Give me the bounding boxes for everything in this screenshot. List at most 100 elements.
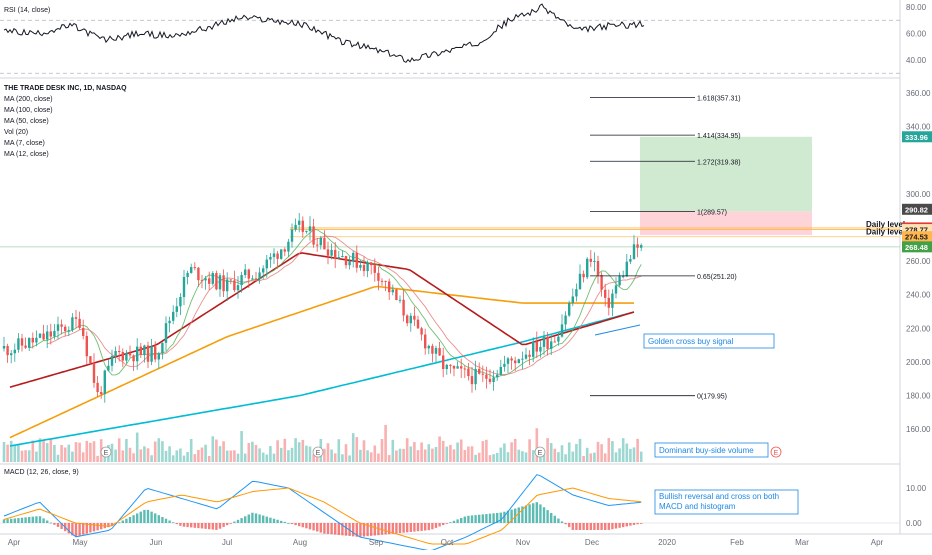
candle-body[interactable] bbox=[208, 278, 211, 284]
candle-body[interactable] bbox=[326, 249, 330, 256]
candle-body[interactable] bbox=[186, 272, 189, 278]
candle-body[interactable] bbox=[287, 241, 290, 252]
candle-body[interactable] bbox=[143, 345, 146, 355]
candle-body[interactable] bbox=[449, 364, 452, 366]
candle-body[interactable] bbox=[337, 257, 340, 259]
candle-body[interactable] bbox=[110, 355, 114, 366]
candle-body[interactable] bbox=[398, 299, 402, 301]
candle-body[interactable] bbox=[442, 355, 445, 370]
candle-body[interactable] bbox=[334, 249, 337, 259]
candle-body[interactable] bbox=[348, 260, 351, 266]
candle-body[interactable] bbox=[600, 275, 603, 290]
candle-body[interactable] bbox=[269, 256, 272, 260]
candle-body[interactable] bbox=[200, 280, 204, 282]
candle-body[interactable] bbox=[499, 366, 502, 375]
candle-body[interactable] bbox=[622, 276, 625, 278]
fibonacci-levels[interactable]: 1.618(357.31) 1.414(334.95) 1.272(319.38) 1… bbox=[590, 96, 741, 401]
candle-body[interactable] bbox=[89, 356, 92, 363]
candle-body[interactable] bbox=[31, 337, 34, 343]
candle-body[interactable] bbox=[244, 269, 247, 276]
candle-body[interactable] bbox=[578, 273, 582, 290]
candle-body[interactable] bbox=[85, 335, 88, 357]
candle-body[interactable] bbox=[251, 278, 254, 280]
candle-body[interactable] bbox=[503, 363, 506, 367]
candle-body[interactable] bbox=[377, 272, 380, 281]
candle-body[interactable] bbox=[139, 346, 142, 355]
candle-body[interactable] bbox=[103, 370, 106, 395]
candle-body[interactable] bbox=[532, 341, 535, 357]
candle-body[interactable] bbox=[24, 345, 27, 348]
candle-body[interactable] bbox=[607, 297, 610, 308]
candles[interactable] bbox=[2, 212, 643, 403]
candle-body[interactable] bbox=[575, 289, 578, 297]
candle-body[interactable] bbox=[247, 269, 250, 279]
candle-body[interactable] bbox=[316, 244, 319, 246]
candle-body[interactable] bbox=[236, 285, 240, 291]
candle-body[interactable] bbox=[528, 354, 531, 357]
candle-body[interactable] bbox=[60, 324, 63, 327]
candle-body[interactable] bbox=[506, 358, 510, 364]
candle-body[interactable] bbox=[226, 279, 229, 292]
candle-body[interactable] bbox=[305, 230, 308, 232]
candle-body[interactable] bbox=[402, 299, 405, 316]
candle-body[interactable] bbox=[593, 260, 596, 262]
candle-body[interactable] bbox=[190, 267, 193, 273]
candle-body[interactable] bbox=[258, 272, 261, 279]
candle-body[interactable] bbox=[179, 296, 182, 307]
candle-body[interactable] bbox=[150, 346, 153, 362]
candle-body[interactable] bbox=[211, 273, 214, 284]
candle-body[interactable] bbox=[46, 331, 49, 340]
candle-body[interactable] bbox=[6, 345, 9, 356]
candle-body[interactable] bbox=[388, 281, 391, 293]
candle-body[interactable] bbox=[546, 337, 549, 349]
candle-body[interactable] bbox=[485, 374, 488, 379]
candle-body[interactable] bbox=[283, 249, 286, 252]
candle-body[interactable] bbox=[107, 365, 110, 371]
candle-body[interactable] bbox=[571, 296, 574, 303]
candle-body[interactable] bbox=[164, 323, 168, 343]
candle-body[interactable] bbox=[640, 245, 643, 248]
candle-body[interactable] bbox=[524, 354, 528, 359]
candle-body[interactable] bbox=[215, 273, 218, 290]
candle-body[interactable] bbox=[413, 315, 416, 320]
earnings-marker[interactable] bbox=[100, 446, 112, 458]
candle-body[interactable] bbox=[582, 273, 585, 278]
candle-body[interactable] bbox=[204, 278, 207, 281]
candle-body[interactable] bbox=[96, 382, 99, 393]
candle-body[interactable] bbox=[100, 392, 103, 395]
earnings-marker[interactable] bbox=[534, 446, 546, 458]
candle-body[interactable] bbox=[456, 366, 459, 369]
candle-body[interactable] bbox=[510, 358, 513, 361]
candle-body[interactable] bbox=[168, 320, 171, 324]
candle-body[interactable] bbox=[467, 368, 470, 377]
earnings-marker[interactable] bbox=[770, 446, 782, 458]
candle-body[interactable] bbox=[298, 220, 301, 225]
candle-body[interactable] bbox=[463, 368, 466, 370]
candle-body[interactable] bbox=[17, 338, 20, 350]
candle-body[interactable] bbox=[625, 261, 628, 277]
candle-body[interactable] bbox=[280, 249, 283, 259]
candle-body[interactable] bbox=[10, 353, 13, 356]
candle-body[interactable] bbox=[614, 285, 618, 294]
candle-body[interactable] bbox=[49, 331, 52, 337]
candle-body[interactable] bbox=[352, 252, 355, 261]
candle-body[interactable] bbox=[13, 349, 16, 354]
candle-body[interactable] bbox=[125, 352, 128, 361]
candle-body[interactable] bbox=[604, 289, 607, 298]
candle-body[interactable] bbox=[355, 252, 358, 268]
candle-body[interactable] bbox=[452, 365, 456, 369]
candle-body[interactable] bbox=[56, 324, 60, 331]
candle-body[interactable] bbox=[35, 337, 38, 343]
candle-body[interactable] bbox=[632, 244, 636, 260]
candle-body[interactable] bbox=[445, 364, 448, 370]
candle-body[interactable] bbox=[265, 259, 268, 269]
candle-body[interactable] bbox=[301, 220, 304, 232]
candle-body[interactable] bbox=[391, 289, 394, 293]
candle-body[interactable] bbox=[550, 341, 553, 349]
candle-body[interactable] bbox=[132, 355, 135, 362]
candle-body[interactable] bbox=[38, 333, 42, 338]
candle-body[interactable] bbox=[128, 352, 132, 356]
candle-body[interactable] bbox=[589, 258, 592, 262]
candle-body[interactable] bbox=[193, 267, 196, 269]
candle-body[interactable] bbox=[319, 237, 322, 246]
